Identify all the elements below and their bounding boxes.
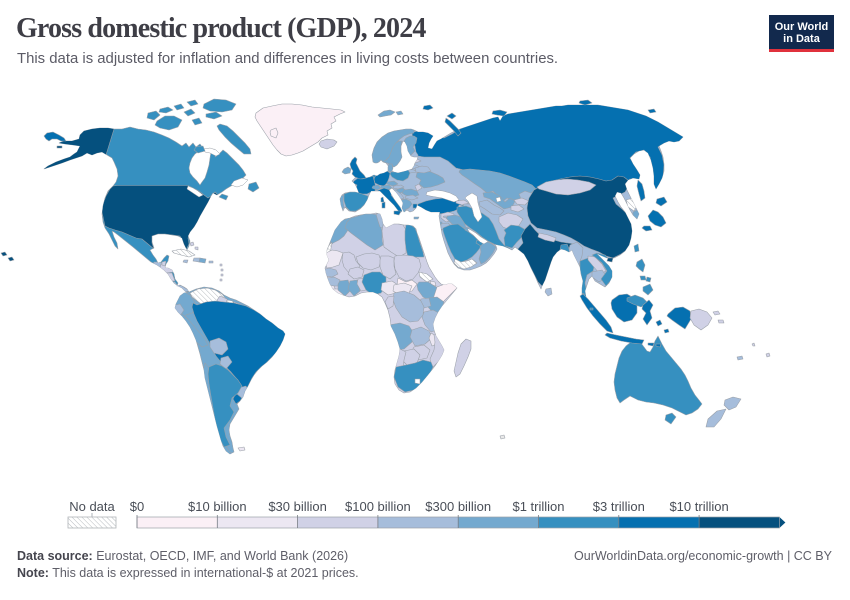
- svg-text:$10 billion: $10 billion: [188, 499, 247, 514]
- svg-text:$1 trillion: $1 trillion: [512, 499, 564, 514]
- svg-text:$3 trillion: $3 trillion: [593, 499, 645, 514]
- svg-text:$0: $0: [130, 499, 144, 514]
- svg-text:$10 trillion: $10 trillion: [669, 499, 728, 514]
- svg-text:No data: No data: [69, 499, 115, 514]
- svg-text:$30 billion: $30 billion: [268, 499, 327, 514]
- svg-text:$100 billion: $100 billion: [345, 499, 411, 514]
- svg-text:$300 billion: $300 billion: [425, 499, 491, 514]
